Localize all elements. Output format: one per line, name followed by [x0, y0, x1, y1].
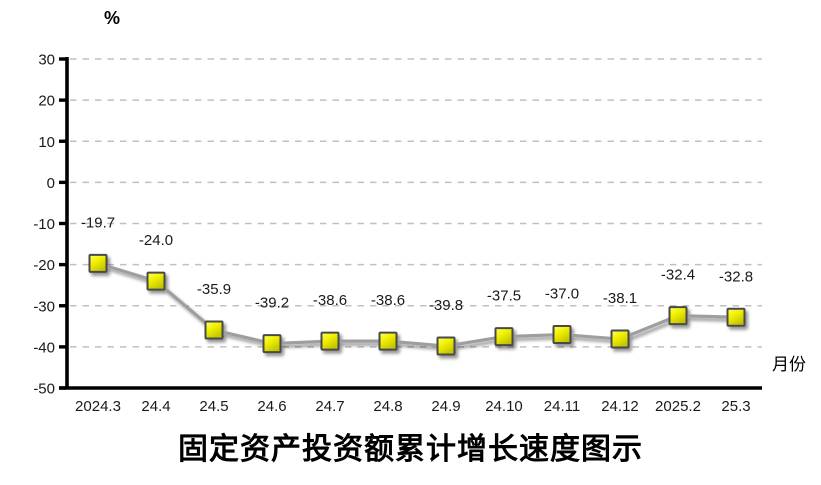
axes [59, 57, 762, 390]
y-tick-label: 0 [47, 175, 55, 192]
chart-title: 固定资产投资额累计增长速度图示 [178, 433, 643, 466]
data-point-marker [668, 306, 688, 326]
data-point-marker [262, 334, 282, 354]
x-tick-label: 24.9 [431, 398, 460, 415]
data-point-marker [436, 336, 456, 356]
data-label: -19.7 [81, 214, 115, 231]
y-tick-label: -40 [33, 339, 55, 356]
y-tick-label: 20 [38, 93, 55, 110]
data-label: -38.1 [603, 290, 637, 307]
y-tick-label: -10 [33, 216, 55, 233]
y-tick-label: 30 [38, 52, 55, 69]
x-tick-label: 24.8 [373, 398, 402, 415]
series-line [97, 261, 737, 348]
x-tick-label: 24.10 [485, 398, 523, 415]
gridlines [70, 58, 762, 348]
y-tick-label: 10 [38, 134, 55, 151]
x-tick-label: 24.7 [315, 398, 344, 415]
data-label: -37.5 [487, 288, 521, 305]
data-point-marker [610, 329, 630, 349]
data-point-marker [726, 307, 746, 327]
x-tick-label: 24.12 [601, 398, 639, 415]
data-point-marker [204, 320, 224, 340]
data-point-marker [494, 327, 514, 347]
data-point-marker [552, 325, 572, 345]
data-label: -32.8 [719, 268, 753, 285]
data-label: -37.0 [545, 286, 579, 303]
y-tick-label: -20 [33, 257, 55, 274]
y-tick-label: -30 [33, 298, 55, 315]
data-series [88, 253, 746, 356]
y-tick-label: -50 [33, 381, 55, 398]
x-tick-label: 2024.3 [75, 398, 121, 415]
data-label: -32.4 [661, 267, 695, 284]
x-tick-label: 24.5 [199, 398, 228, 415]
x-tick-label: 24.11 [544, 398, 580, 415]
x-tick-label: 25.3 [721, 398, 750, 415]
data-label: -35.9 [197, 281, 231, 298]
y-axis-unit-label: % [104, 8, 121, 28]
data-point-marker [88, 253, 108, 273]
data-label: -38.6 [313, 292, 347, 309]
data-point-marker [146, 271, 166, 291]
data-point-marker [378, 331, 398, 351]
data-label: -24.0 [139, 232, 173, 249]
data-label: -39.8 [429, 297, 463, 314]
x-tick-label: 24.4 [141, 398, 170, 415]
data-point-marker [320, 331, 340, 351]
data-label: -38.6 [371, 292, 405, 309]
labels: 30 20 10 0 -10 -20 -30 -40 -50 -19.7 2024.3 -24.0 24… [33, 52, 753, 416]
x-axis-title: 月份 [772, 355, 806, 374]
x-tick-label: 2025.2 [655, 398, 701, 415]
data-label: -39.2 [255, 295, 289, 312]
x-tick-label: 24.6 [257, 398, 286, 415]
